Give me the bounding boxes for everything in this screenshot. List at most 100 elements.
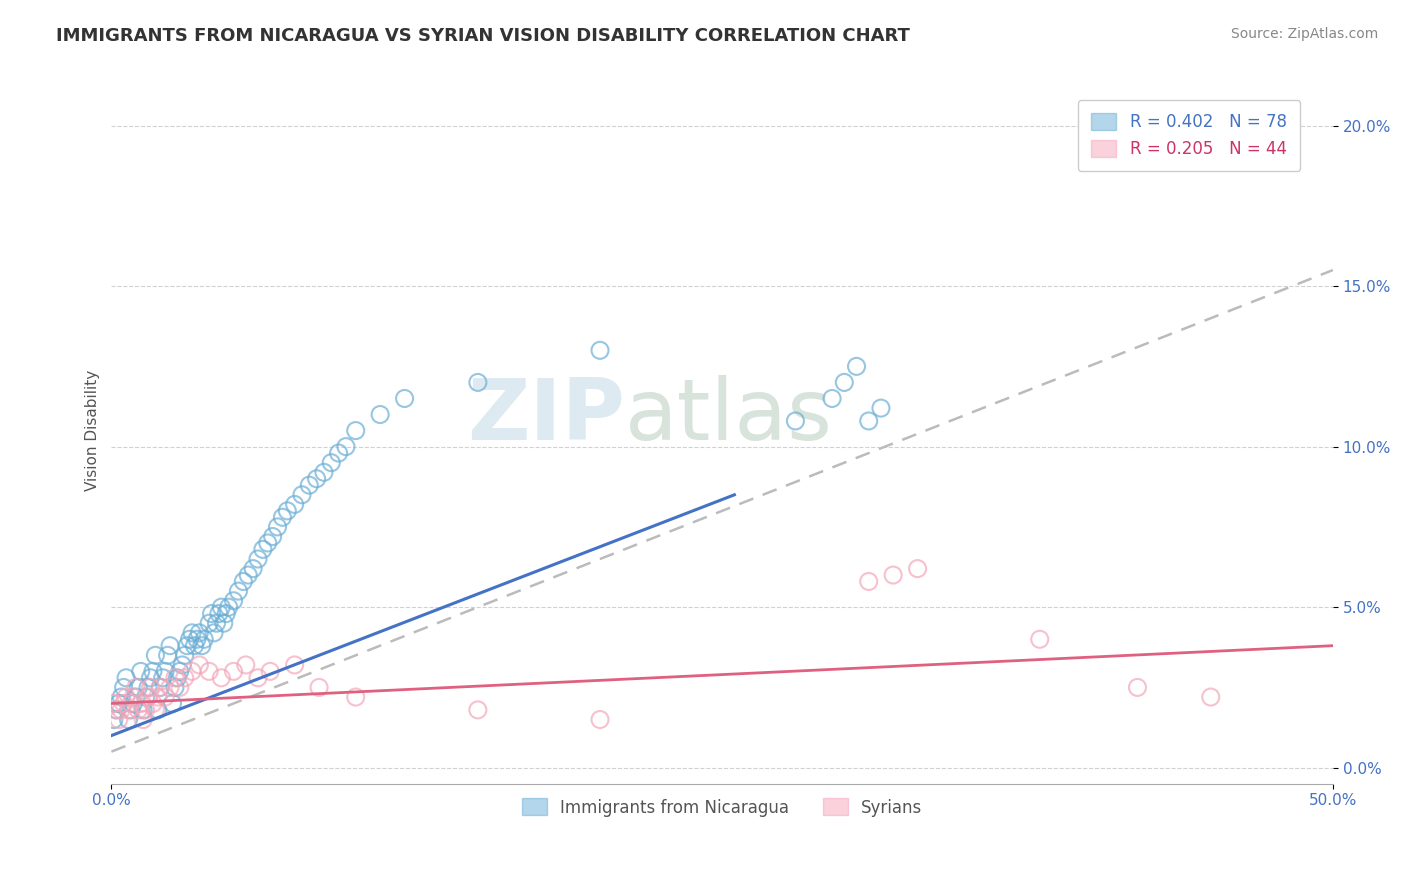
Point [159, 681, 181, 695]
Point [149, 681, 172, 695]
Point [163, 681, 186, 695]
Point [112, 697, 135, 711]
Point [212, 616, 235, 631]
Point [271, 510, 294, 524]
Point [228, 584, 250, 599]
Point [142, 665, 165, 679]
Point [163, 671, 186, 685]
Text: atlas: atlas [624, 375, 832, 458]
Point [335, 440, 357, 454]
Point [235, 657, 257, 672]
Point [162, 697, 184, 711]
Point [208, 607, 231, 621]
Point [308, 681, 330, 695]
Point [321, 456, 343, 470]
Point [105, 703, 128, 717]
Point [181, 625, 204, 640]
Point [135, 703, 157, 717]
Point [821, 392, 844, 406]
Point [858, 414, 880, 428]
Point [122, 690, 145, 704]
Point [467, 703, 489, 717]
Point [284, 657, 307, 672]
Point [198, 616, 221, 631]
Point [103, 697, 125, 711]
Point [209, 600, 232, 615]
Point [284, 498, 307, 512]
Text: Source: ZipAtlas.com: Source: ZipAtlas.com [1230, 27, 1378, 41]
Point [181, 665, 204, 679]
Point [467, 376, 489, 390]
Point [129, 697, 152, 711]
Point [103, 713, 125, 727]
Point [136, 681, 159, 695]
Point [152, 671, 174, 685]
Point [173, 671, 195, 685]
Point [135, 690, 157, 704]
Point [218, 600, 240, 615]
Point [266, 520, 288, 534]
Point [298, 478, 321, 492]
Point [156, 648, 179, 663]
Point [344, 424, 367, 438]
Point [589, 713, 612, 727]
Point [125, 681, 148, 695]
Point [394, 392, 416, 406]
Point [166, 671, 188, 685]
Point [205, 616, 228, 631]
Point [276, 504, 298, 518]
Point [834, 376, 856, 390]
Point [153, 690, 176, 704]
Point [193, 632, 215, 647]
Point [907, 561, 929, 575]
Point [179, 632, 201, 647]
Point [191, 639, 214, 653]
Point [870, 401, 893, 416]
Point [202, 625, 225, 640]
Point [115, 690, 138, 704]
Point [105, 703, 128, 717]
Point [246, 671, 269, 685]
Point [146, 703, 169, 717]
Point [145, 648, 167, 663]
Point [173, 648, 195, 663]
Point [262, 529, 284, 543]
Point [145, 703, 167, 717]
Point [188, 625, 211, 640]
Point [232, 574, 254, 589]
Point [1029, 632, 1052, 647]
Point [129, 665, 152, 679]
Point [785, 414, 807, 428]
Point [259, 665, 281, 679]
Point [1126, 681, 1149, 695]
Point [188, 657, 211, 672]
Point [256, 536, 278, 550]
Point [149, 681, 172, 695]
Point [186, 632, 208, 647]
Point [344, 690, 367, 704]
Point [183, 639, 205, 653]
Point [136, 690, 159, 704]
Point [120, 697, 142, 711]
Point [858, 574, 880, 589]
Point [122, 697, 145, 711]
Point [222, 593, 245, 607]
Point [291, 488, 314, 502]
Point [107, 697, 129, 711]
Point [1199, 690, 1222, 704]
Point [882, 568, 904, 582]
Point [589, 343, 612, 358]
Point [305, 472, 328, 486]
Point [132, 713, 155, 727]
Point [132, 703, 155, 717]
Point [153, 665, 176, 679]
Point [845, 359, 868, 374]
Point [215, 607, 238, 621]
Point [328, 446, 350, 460]
Point [127, 681, 149, 695]
Point [169, 665, 191, 679]
Point [200, 607, 222, 621]
Point [198, 665, 221, 679]
Point [142, 697, 165, 711]
Point [125, 690, 148, 704]
